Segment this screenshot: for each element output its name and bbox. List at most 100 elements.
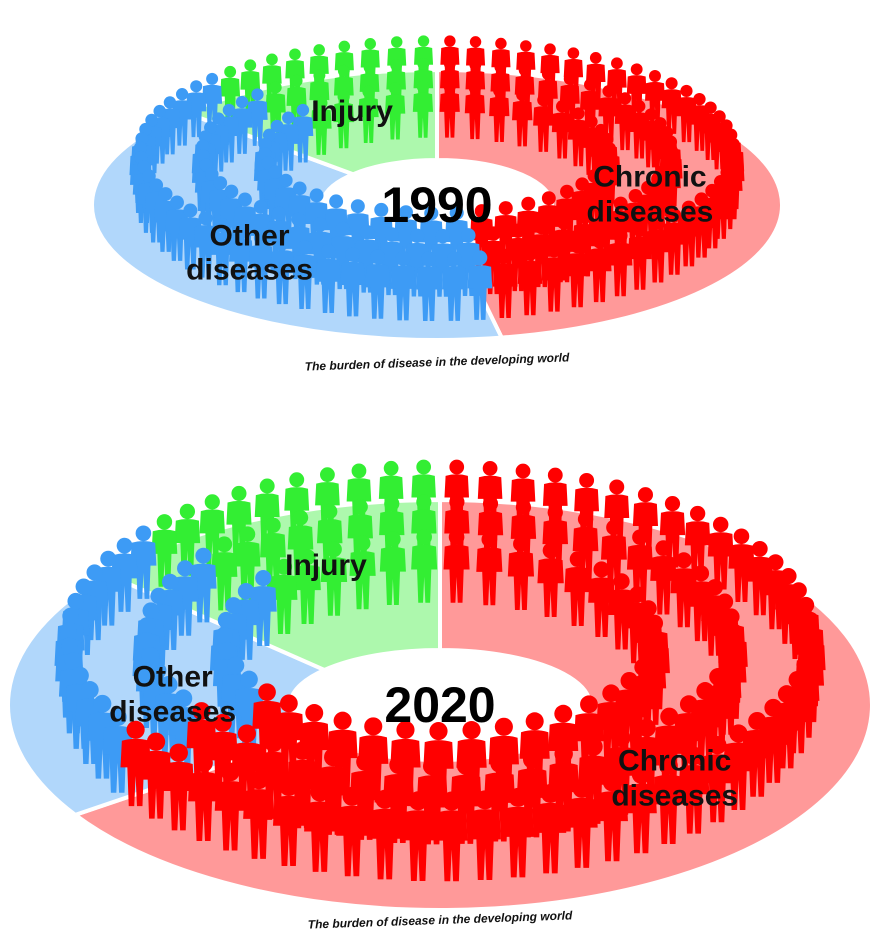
silhouette-head bbox=[449, 494, 465, 510]
silhouette-body bbox=[220, 77, 241, 122]
silhouette-body bbox=[193, 225, 218, 278]
silhouette-head bbox=[408, 791, 428, 811]
silhouette-body bbox=[199, 509, 225, 566]
silhouette-body bbox=[632, 502, 659, 559]
silhouette-head bbox=[224, 184, 239, 199]
silhouette-head bbox=[253, 230, 269, 245]
silhouette-head bbox=[150, 587, 167, 605]
slice-label: Injury bbox=[311, 94, 393, 128]
silhouette-body bbox=[467, 265, 493, 320]
silhouette-body bbox=[442, 266, 467, 321]
silhouette-head bbox=[391, 36, 403, 48]
silhouette-body bbox=[416, 266, 441, 322]
silhouette-head bbox=[694, 192, 709, 207]
silhouette-head bbox=[216, 536, 233, 553]
silhouette-head bbox=[655, 540, 672, 557]
silhouette-head bbox=[265, 517, 281, 533]
silhouette-head bbox=[486, 226, 501, 241]
silhouette-body bbox=[249, 244, 274, 299]
silhouette-head bbox=[275, 235, 290, 251]
silhouette-head bbox=[417, 58, 430, 70]
silhouette-head bbox=[567, 47, 580, 59]
silhouette-head bbox=[362, 85, 375, 98]
chart-title: 1990 bbox=[381, 177, 493, 233]
silhouette-head bbox=[602, 772, 622, 792]
silhouette-body bbox=[484, 772, 516, 842]
silhouette-head bbox=[482, 496, 499, 512]
silhouette-head bbox=[161, 573, 179, 590]
silhouette-head bbox=[602, 684, 620, 703]
silhouette-body bbox=[476, 547, 503, 606]
silhouette-head bbox=[363, 61, 376, 74]
silhouette-body bbox=[327, 729, 358, 797]
silhouette-head bbox=[279, 694, 298, 713]
silhouette-head bbox=[790, 582, 807, 599]
silhouette-head bbox=[93, 694, 112, 713]
silhouette-head bbox=[261, 156, 275, 170]
silhouette-body bbox=[211, 551, 238, 611]
silhouette-head bbox=[689, 505, 706, 522]
silhouette-head bbox=[572, 107, 585, 120]
silhouette-head bbox=[469, 59, 482, 71]
silhouette-body bbox=[234, 541, 261, 600]
silhouette-head bbox=[324, 747, 343, 767]
silhouette-body bbox=[600, 535, 627, 593]
silhouette-head bbox=[443, 58, 456, 70]
silhouette-head bbox=[235, 95, 249, 109]
silhouette-head bbox=[629, 586, 646, 603]
silhouette-head bbox=[375, 789, 395, 809]
silhouette-body bbox=[551, 112, 573, 159]
silhouette-head bbox=[370, 249, 385, 265]
silhouette-head bbox=[238, 192, 252, 207]
silhouette-body bbox=[450, 774, 482, 844]
silhouette-body bbox=[383, 773, 415, 844]
silhouette-head bbox=[620, 672, 639, 690]
silhouette-head bbox=[60, 637, 78, 655]
silhouette-head bbox=[148, 661, 167, 680]
silhouette-body bbox=[552, 229, 576, 283]
silhouette-head bbox=[310, 782, 330, 802]
silhouette-body bbox=[304, 801, 336, 872]
silhouette-body bbox=[580, 90, 601, 136]
silhouette-body bbox=[247, 100, 268, 146]
silhouette-head bbox=[279, 777, 299, 797]
silhouette-head bbox=[292, 181, 307, 196]
silhouette-head bbox=[572, 778, 592, 798]
silhouette-head bbox=[589, 52, 602, 64]
silhouette-head bbox=[337, 90, 350, 103]
silhouette-body bbox=[566, 797, 598, 868]
silhouette-head bbox=[631, 765, 651, 784]
silhouette-head bbox=[461, 228, 476, 243]
silhouette-head bbox=[416, 529, 432, 545]
silhouette-body bbox=[151, 529, 178, 587]
silhouette-head bbox=[279, 173, 293, 188]
silhouette-head bbox=[708, 735, 727, 755]
silhouette-head bbox=[468, 82, 481, 95]
silhouette-body bbox=[411, 544, 438, 603]
silhouette-head bbox=[628, 188, 643, 203]
silhouette-head bbox=[667, 208, 682, 223]
silhouette-head bbox=[618, 92, 632, 105]
silhouette-head bbox=[569, 551, 586, 568]
silhouette-head bbox=[579, 472, 595, 488]
silhouette-body bbox=[163, 761, 195, 831]
silhouette-head bbox=[389, 755, 408, 775]
silhouette-head bbox=[510, 223, 526, 239]
silhouette-head bbox=[497, 248, 513, 264]
silhouette-head bbox=[462, 721, 481, 740]
silhouette-head bbox=[718, 653, 736, 671]
silhouette-head bbox=[153, 104, 166, 118]
silhouette-head bbox=[547, 504, 563, 521]
silhouette-head bbox=[648, 70, 661, 82]
silhouette-body bbox=[492, 263, 518, 318]
silhouette-head bbox=[255, 570, 272, 587]
silhouette-head bbox=[266, 53, 278, 66]
silhouette-body bbox=[534, 802, 567, 874]
silhouette-head bbox=[456, 756, 476, 775]
silhouette-head bbox=[384, 227, 399, 242]
silhouette-head bbox=[169, 743, 188, 763]
silhouette-head bbox=[592, 233, 607, 249]
silhouette-head bbox=[145, 113, 158, 127]
silhouette-head bbox=[665, 77, 678, 90]
silhouette-head bbox=[259, 478, 275, 494]
